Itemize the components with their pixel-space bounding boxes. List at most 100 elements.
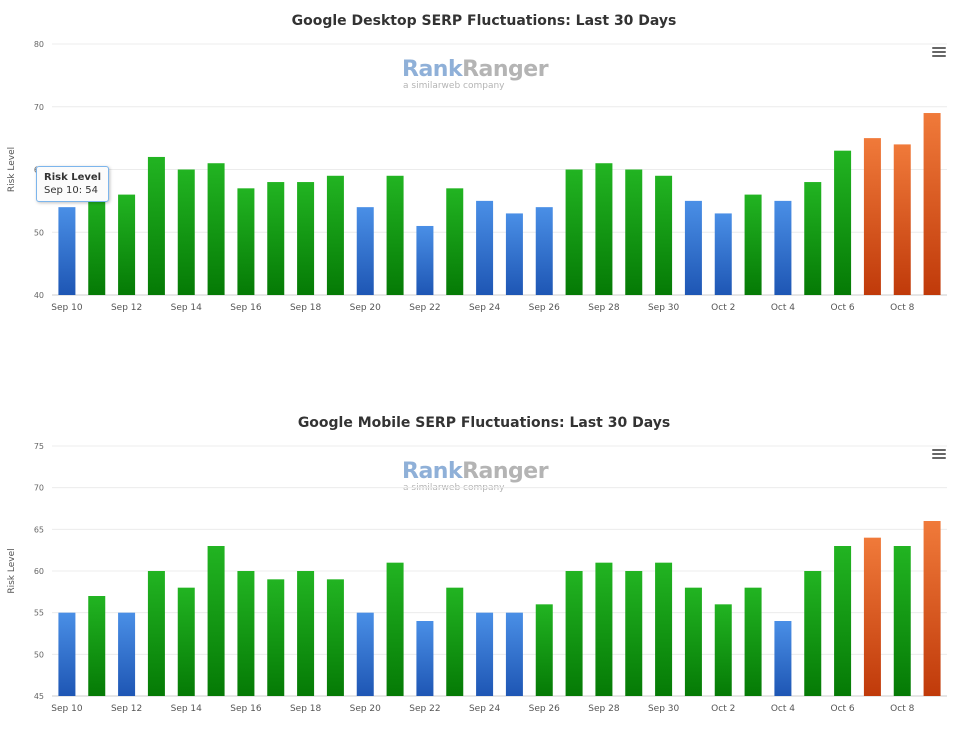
bar-sep-17[interactable] — [267, 182, 285, 295]
bar-sep-30[interactable] — [655, 175, 673, 295]
bar-sep-15[interactable] — [207, 546, 225, 696]
bar-oct-8[interactable] — [893, 546, 911, 696]
bar-oct-5[interactable] — [804, 571, 822, 696]
bar-sep-18[interactable] — [297, 571, 315, 696]
bar-oct-3[interactable] — [744, 587, 762, 696]
x-tick-label: Sep 28 — [588, 303, 620, 313]
x-tick-label: Sep 12 — [111, 704, 142, 714]
x-tick-label: Sep 14 — [171, 704, 203, 714]
desktop-chart: Google Desktop SERP Fluctuations: Last 3… — [0, 0, 968, 360]
bar-sep-12[interactable] — [118, 612, 136, 696]
bar-sep-26[interactable] — [535, 604, 553, 696]
bar-sep-13[interactable] — [147, 571, 165, 696]
bar-sep-19[interactable] — [326, 175, 344, 295]
desktop-chart-title: Google Desktop SERP Fluctuations: Last 3… — [291, 13, 677, 29]
y-tick-label: 50 — [34, 650, 44, 659]
y-tick-label: 45 — [34, 692, 44, 701]
bar-oct-9[interactable] — [923, 521, 941, 696]
bar-sep-21[interactable] — [386, 175, 404, 295]
bar-oct-1[interactable] — [684, 200, 702, 295]
bar-oct-2[interactable] — [714, 213, 732, 295]
x-tick-label: Oct 2 — [711, 704, 735, 714]
bar-sep-22[interactable] — [416, 225, 434, 295]
bar-sep-17[interactable] — [267, 579, 285, 696]
bar-sep-26[interactable] — [535, 207, 553, 295]
x-tick-label: Sep 16 — [230, 704, 262, 714]
bar-sep-16[interactable] — [237, 571, 255, 696]
x-tick-label: Sep 20 — [350, 704, 382, 714]
bar-sep-10[interactable] — [58, 612, 76, 696]
bar-sep-22[interactable] — [416, 621, 434, 696]
x-tick-label: Sep 30 — [648, 303, 680, 313]
mobile-chart: Google Mobile SERP Fluctuations: Last 30… — [0, 402, 968, 739]
bar-sep-29[interactable] — [625, 169, 643, 296]
bar-sep-24[interactable] — [476, 200, 494, 295]
bar-sep-14[interactable] — [177, 169, 195, 296]
bar-oct-8[interactable] — [893, 144, 911, 295]
bar-sep-11[interactable] — [88, 188, 106, 295]
bar-sep-30[interactable] — [655, 562, 673, 696]
bar-sep-27[interactable] — [565, 169, 583, 296]
bar-sep-19[interactable] — [326, 579, 344, 696]
y-tick-label: 60 — [34, 567, 44, 576]
x-tick-label: Sep 12 — [111, 303, 142, 313]
desktop-chart-menu-icon[interactable] — [932, 47, 946, 59]
bar-sep-18[interactable] — [297, 182, 315, 295]
bar-sep-11[interactable] — [88, 596, 106, 696]
x-tick-label: Sep 26 — [529, 704, 561, 714]
bar-oct-2[interactable] — [714, 604, 732, 696]
bar-sep-25[interactable] — [505, 612, 523, 696]
x-tick-label: Oct 8 — [890, 303, 914, 313]
bar-sep-27[interactable] — [565, 571, 583, 696]
desktop-chart-tooltip: Risk Level Sep 10: 54 — [36, 166, 110, 202]
bar-oct-7[interactable] — [863, 537, 881, 696]
mobile-chart-menu-icon[interactable] — [932, 449, 946, 461]
y-axis-label: Risk Level — [7, 548, 17, 593]
bar-oct-7[interactable] — [863, 138, 881, 295]
x-tick-label: Oct 8 — [890, 704, 914, 714]
bar-oct-6[interactable] — [834, 150, 852, 295]
bar-sep-12[interactable] — [118, 194, 136, 295]
bar-sep-10[interactable] — [58, 207, 76, 295]
bar-sep-14[interactable] — [177, 587, 195, 696]
x-tick-label: Oct 4 — [771, 704, 795, 714]
mobile-chart-plot: 45 50 55 60 65 70 75 Risk Level Sep 10 Sep 12 Sep … — [7, 442, 947, 714]
x-tick-label: Sep 10 — [51, 704, 83, 714]
x-tick-label: Sep 28 — [588, 704, 620, 714]
y-tick-label: 80 — [34, 40, 44, 49]
bar-oct-6[interactable] — [834, 546, 852, 696]
bar-sep-24[interactable] — [476, 612, 494, 696]
bar-sep-29[interactable] — [625, 571, 643, 696]
x-tick-label: Oct 6 — [831, 704, 855, 714]
x-tick-label: Oct 4 — [771, 303, 795, 313]
x-tick-label: Sep 24 — [469, 303, 501, 313]
bar-oct-5[interactable] — [804, 182, 822, 295]
bar-sep-23[interactable] — [446, 188, 464, 295]
bar-sep-20[interactable] — [356, 612, 374, 696]
y-tick-label: 75 — [34, 442, 44, 451]
x-tick-label: Sep 30 — [648, 704, 680, 714]
bar-oct-1[interactable] — [684, 587, 702, 696]
bar-oct-3[interactable] — [744, 194, 762, 295]
x-tick-label: Oct 2 — [711, 303, 735, 313]
bar-sep-28[interactable] — [595, 163, 613, 295]
x-tick-label: Sep 18 — [290, 704, 322, 714]
bar-sep-13[interactable] — [147, 156, 165, 295]
bar-oct-4[interactable] — [774, 621, 792, 696]
bar-sep-23[interactable] — [446, 587, 464, 696]
bar-sep-21[interactable] — [386, 562, 404, 696]
bar-sep-20[interactable] — [356, 207, 374, 295]
x-tick-label: Oct 6 — [831, 303, 855, 313]
y-tick-label: 70 — [34, 484, 44, 493]
bar-oct-9[interactable] — [923, 113, 941, 296]
x-tick-label: Sep 26 — [529, 303, 561, 313]
x-tick-label: Sep 14 — [171, 303, 203, 313]
y-tick-label: 70 — [34, 103, 44, 112]
bar-sep-15[interactable] — [207, 163, 225, 295]
bar-sep-28[interactable] — [595, 562, 613, 696]
x-tick-label: Sep 24 — [469, 704, 501, 714]
bar-sep-16[interactable] — [237, 188, 255, 295]
bar-oct-4[interactable] — [774, 200, 792, 295]
bar-sep-25[interactable] — [505, 213, 523, 295]
